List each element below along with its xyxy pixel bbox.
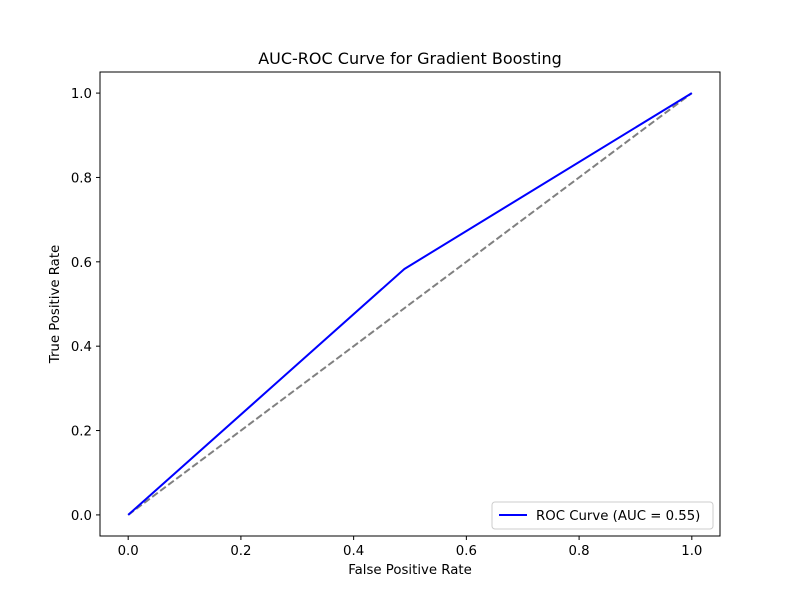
legend-label-roc-curve: ROC Curve (AUC = 0.55)	[536, 509, 700, 524]
x-tick-label: 0.2	[230, 544, 251, 559]
plot-frame	[99, 71, 721, 537]
x-tick-label: 0.0	[118, 544, 139, 559]
x-tick-label: 1.0	[681, 544, 702, 559]
x-axis-label: False Positive Rate	[348, 563, 472, 578]
y-tick-label: 0.6	[71, 256, 92, 271]
x-tick-label: 0.8	[569, 544, 590, 559]
legend-box	[491, 501, 714, 530]
y-tick-label: 0.0	[71, 509, 92, 524]
x-tick-label: 0.4	[343, 544, 364, 559]
y-tick-label: 0.8	[71, 171, 92, 186]
y-axis-ticks: 0.0 0.2 0.4 0.6 0.8 1.0	[71, 87, 100, 524]
y-tick-label: 0.4	[71, 340, 92, 355]
chart-title: AUC-ROC Curve for Gradient Boosting	[258, 49, 562, 68]
x-tick-label: 0.6	[456, 544, 477, 559]
y-tick-label: 0.2	[71, 425, 92, 440]
y-tick-label: 1.0	[71, 87, 92, 102]
chance-diagonal-line	[127, 92, 693, 516]
legend: ROC Curve (AUC = 0.55)	[491, 501, 714, 530]
roc-curve-line	[127, 92, 693, 516]
plot-series	[127, 92, 693, 516]
x-axis-ticks: 0.0 0.2 0.4 0.6 0.8 1.0	[118, 536, 702, 559]
y-axis-label: True Positive Rate	[48, 245, 63, 364]
